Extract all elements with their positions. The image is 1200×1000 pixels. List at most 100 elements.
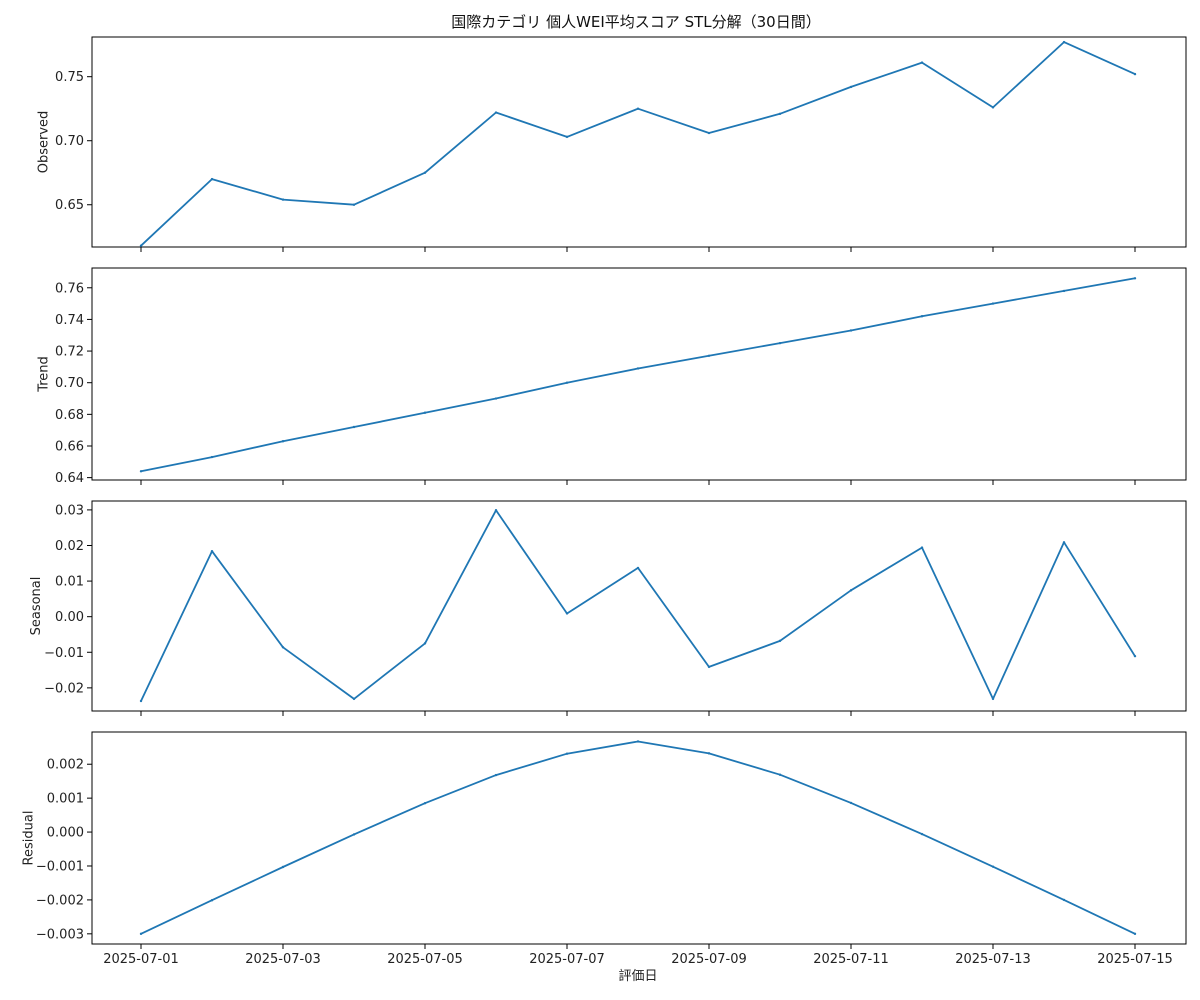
trend-data-point bbox=[210, 455, 214, 459]
observed-data-point bbox=[139, 244, 143, 247]
observed-axes-frame bbox=[91, 36, 1187, 248]
residual-axes-frame bbox=[91, 731, 1187, 945]
residual-data-point bbox=[352, 833, 356, 836]
residual-ytick-label: −0.003 bbox=[36, 927, 84, 942]
x-axis-label: 評価日 bbox=[618, 969, 657, 984]
trend-data-point bbox=[991, 302, 995, 305]
trend-panel: 0.64 0.66 0.68 0.70 0.72 0.74 0.76 Trend bbox=[37, 267, 1187, 486]
residual-data-point bbox=[1133, 932, 1137, 936]
trend-data-point bbox=[352, 425, 356, 429]
residual-series-line bbox=[140, 740, 1136, 935]
seasonal-data-point bbox=[707, 665, 711, 669]
trend-ylabel: Trend bbox=[37, 356, 52, 393]
trend-ytick-label: 0.72 bbox=[55, 345, 84, 360]
seasonal-panel: −0.02 −0.01 0.00 0.01 0.02 0.03 Seasonal bbox=[29, 500, 1187, 716]
observed-ytick-label: 0.70 bbox=[55, 134, 84, 149]
seasonal-ytick-label: 0.01 bbox=[55, 575, 84, 590]
trend-ytick-label: 0.64 bbox=[55, 471, 84, 486]
seasonal-ytick-label: 0.00 bbox=[55, 610, 84, 625]
trend-ytick-label: 0.74 bbox=[55, 313, 84, 328]
observed-data-point bbox=[920, 61, 924, 64]
observed-data-point bbox=[565, 135, 569, 139]
x-tick-label: 2025-07-09 bbox=[671, 952, 747, 967]
residual-panel: −0.003 −0.002 −0.001 0.000 0.001 0.002 Residua… bbox=[21, 731, 1187, 949]
x-tick-label: 2025-07-05 bbox=[387, 952, 463, 967]
observed-ylabel: Observed bbox=[37, 111, 52, 174]
observed-data-point bbox=[494, 111, 498, 114]
observed-data-point bbox=[707, 131, 711, 135]
trend-axes-frame bbox=[91, 267, 1187, 481]
seasonal-series-line bbox=[140, 509, 1136, 702]
trend-ytick-label: 0.66 bbox=[55, 439, 84, 454]
observed-data-point bbox=[636, 107, 640, 110]
residual-data-point bbox=[707, 752, 711, 755]
seasonal-ylabel: Seasonal bbox=[29, 577, 44, 636]
observed-data-point bbox=[849, 85, 853, 89]
seasonal-data-point bbox=[494, 509, 498, 512]
residual-data-point bbox=[565, 752, 569, 755]
seasonal-data-point bbox=[210, 549, 214, 553]
seasonal-data-point bbox=[778, 639, 782, 643]
seasonal-data-point bbox=[1062, 541, 1066, 544]
residual-data-point bbox=[636, 740, 640, 743]
residual-data-point bbox=[281, 865, 285, 869]
observed-series-line bbox=[140, 41, 1136, 247]
residual-ytick-label: −0.002 bbox=[36, 893, 84, 908]
observed-data-point bbox=[1062, 40, 1066, 44]
seasonal-data-point bbox=[1133, 654, 1137, 658]
trend-data-point bbox=[849, 329, 853, 332]
observed-data-point bbox=[352, 203, 356, 206]
observed-data-point bbox=[210, 177, 214, 181]
x-tick-label: 2025-07-11 bbox=[813, 952, 889, 967]
observed-data-point bbox=[1133, 72, 1137, 76]
residual-data-point bbox=[920, 832, 924, 836]
residual-data-point bbox=[1062, 898, 1066, 902]
residual-ytick-label: −0.001 bbox=[36, 859, 84, 874]
residual-data-point bbox=[778, 773, 782, 776]
x-tick-label: 2025-07-13 bbox=[955, 952, 1031, 967]
trend-data-point bbox=[494, 397, 498, 400]
seasonal-data-point bbox=[636, 566, 640, 570]
seasonal-data-point bbox=[139, 699, 143, 703]
residual-data-point bbox=[494, 773, 498, 777]
trend-data-point bbox=[139, 470, 143, 473]
trend-data-point bbox=[707, 354, 711, 358]
seasonal-ytick-label: 0.02 bbox=[55, 539, 84, 554]
observed-ytick-label: 0.65 bbox=[55, 198, 84, 213]
seasonal-data-point bbox=[352, 697, 356, 701]
observed-data-point bbox=[778, 112, 782, 116]
residual-ytick-label: 0.000 bbox=[47, 826, 84, 841]
observed-data-point bbox=[281, 198, 285, 201]
seasonal-data-point bbox=[849, 589, 853, 592]
residual-data-point bbox=[991, 865, 995, 868]
x-tick-label: 2025-07-07 bbox=[529, 952, 605, 967]
trend-data-point bbox=[778, 341, 782, 345]
trend-data-point bbox=[423, 411, 427, 414]
trend-data-point bbox=[1062, 289, 1066, 293]
residual-ytick-label: 0.001 bbox=[47, 792, 84, 807]
residual-ylabel: Residual bbox=[21, 811, 36, 866]
trend-ytick-label: 0.70 bbox=[55, 376, 84, 391]
trend-data-point bbox=[281, 440, 285, 443]
observed-data-point bbox=[423, 171, 427, 174]
seasonal-data-point bbox=[423, 642, 427, 645]
seasonal-data-point bbox=[920, 546, 924, 549]
residual-data-point bbox=[849, 801, 853, 805]
trend-data-point bbox=[565, 381, 569, 384]
observed-ytick-label: 0.75 bbox=[55, 70, 84, 85]
seasonal-data-point bbox=[281, 646, 285, 649]
observed-panel: 0.65 0.70 0.75 Observed bbox=[37, 36, 1187, 252]
trend-data-point bbox=[1133, 277, 1137, 280]
x-tick-label: 2025-07-01 bbox=[103, 952, 179, 967]
trend-ytick-label: 0.76 bbox=[55, 281, 84, 296]
trend-data-point bbox=[636, 367, 640, 370]
trend-data-point bbox=[920, 315, 924, 318]
x-tick-label: 2025-07-03 bbox=[245, 952, 321, 967]
trend-series-line bbox=[140, 277, 1136, 473]
residual-data-point bbox=[423, 802, 427, 805]
residual-data-point bbox=[139, 932, 143, 936]
seasonal-ytick-label: −0.02 bbox=[44, 681, 84, 696]
x-tick-label: 2025-07-15 bbox=[1097, 952, 1173, 967]
seasonal-axes-frame bbox=[91, 500, 1187, 712]
